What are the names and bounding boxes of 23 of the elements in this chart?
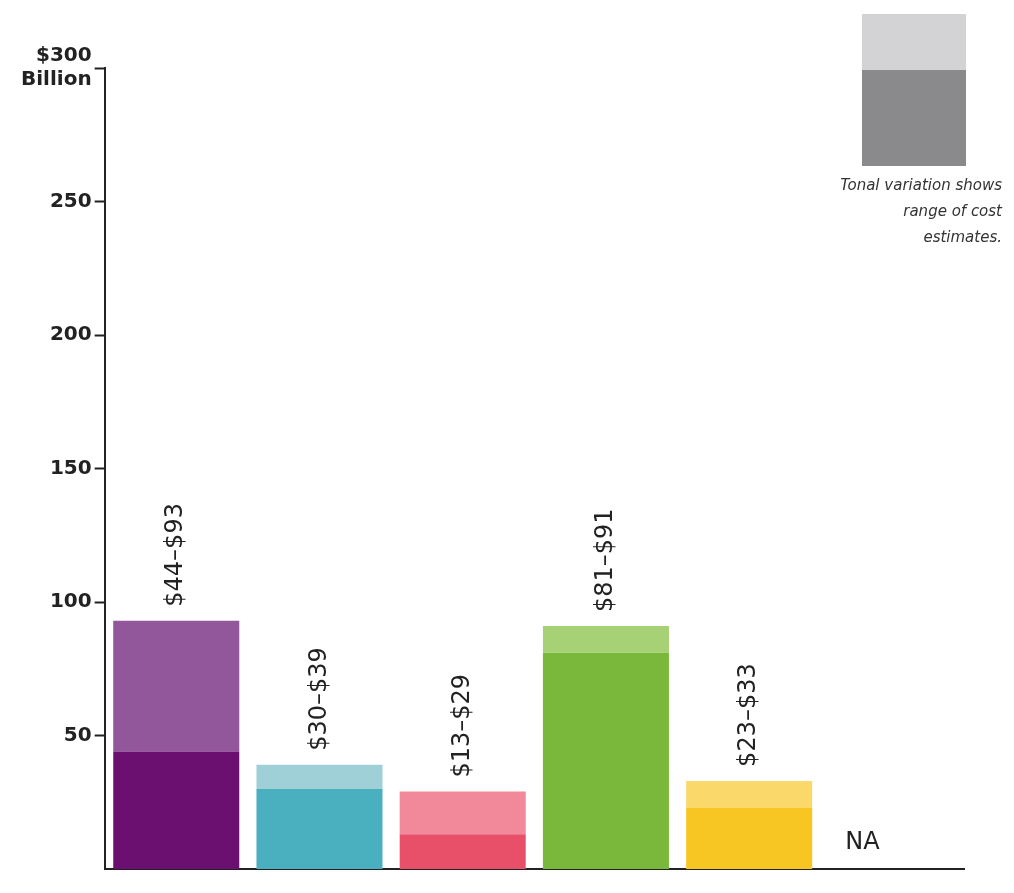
bar [256, 788, 383, 869]
bar [399, 791, 526, 835]
bar [256, 764, 383, 789]
bar [113, 751, 240, 869]
bar [686, 807, 813, 869]
data-label: $44–$93 [160, 503, 189, 607]
bar [542, 652, 669, 869]
bar [686, 780, 813, 808]
y-tick-label: 250 [49, 187, 92, 212]
annotation: Tonal variation shows range of cost estimates. [839, 175, 1002, 248]
data-label: $23–$33 [733, 663, 762, 767]
text: NA [845, 827, 880, 856]
y-tick-label: 200 [49, 321, 92, 346]
y-tick-label: 150 [49, 454, 92, 479]
y-tick-label: $300 Billion [20, 42, 92, 91]
y-tick-label: 100 [49, 588, 92, 613]
y-tick-label: 50 [63, 721, 92, 746]
bar [542, 626, 669, 653]
data-label: $13–$29 [446, 673, 475, 778]
data-label: $30–$39 [303, 647, 332, 751]
data-label: $81–$91 [590, 508, 619, 613]
bar [113, 620, 240, 752]
bar [399, 834, 526, 869]
